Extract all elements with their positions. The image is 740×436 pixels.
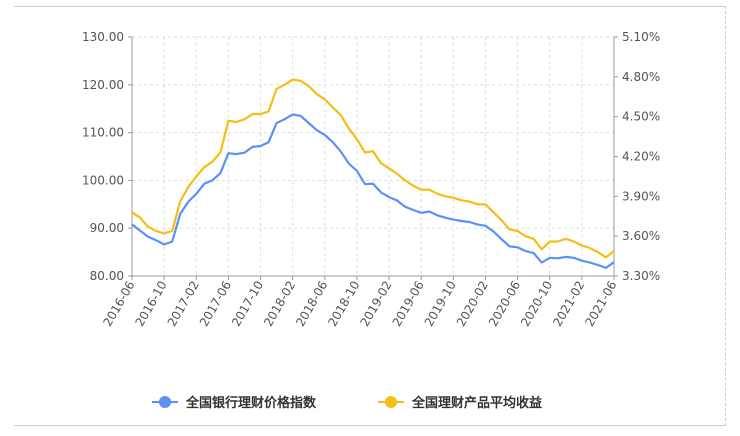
right-y-tick-label: 5.10% bbox=[622, 30, 660, 44]
legend-item-2[interactable]: 全国理财产品平均收益 bbox=[378, 395, 542, 411]
legend-label: 全国理财产品平均收益 bbox=[411, 395, 542, 411]
left-y-tick-label: 90.00 bbox=[90, 221, 124, 235]
right-y-tick-label: 3.60% bbox=[622, 229, 660, 243]
series-lines bbox=[131, 78, 615, 269]
chart-frame bbox=[14, 6, 726, 426]
legend-item-1[interactable]: 全国银行理财价格指数 bbox=[152, 395, 317, 411]
right-y-tick-label: 4.50% bbox=[622, 110, 660, 124]
legend[interactable]: 全国银行理财价格指数 全国理财产品平均收益 bbox=[152, 395, 542, 411]
right-y-tick-label: 4.80% bbox=[622, 70, 660, 84]
series-line-1 bbox=[131, 113, 615, 269]
series-line-2 bbox=[131, 78, 615, 259]
left-y-tick-label: 130.00 bbox=[82, 30, 124, 44]
grid-lines bbox=[131, 36, 615, 277]
axes bbox=[131, 37, 615, 277]
legend-dot-icon bbox=[385, 396, 397, 408]
legend-label: 全国银行理财价格指数 bbox=[185, 395, 317, 411]
left-y-tick-label: 100.00 bbox=[82, 173, 124, 187]
left-y-tick-label: 80.00 bbox=[90, 269, 124, 283]
right-y-tick-label: 4.20% bbox=[622, 150, 660, 164]
x-tick-label: 2021-06 bbox=[582, 279, 619, 329]
right-y-tick-label: 3.90% bbox=[622, 189, 660, 203]
left-y-axis-ticks: 80.00 90.00 100.00 110.00 120.00 130.00 bbox=[82, 30, 132, 283]
x-axis-ticks: 2016-062016-102017-022017-062017-102018-… bbox=[100, 276, 620, 329]
right-y-tick-label: 3.30% bbox=[622, 269, 660, 283]
legend-dot-icon bbox=[159, 396, 171, 408]
right-y-axis-ticks: 3.30% 3.60% 3.90% 4.20% 4.50% 4.80% 5.10% bbox=[614, 30, 660, 283]
left-y-tick-label: 120.00 bbox=[82, 78, 124, 92]
left-y-tick-label: 110.00 bbox=[82, 126, 124, 140]
